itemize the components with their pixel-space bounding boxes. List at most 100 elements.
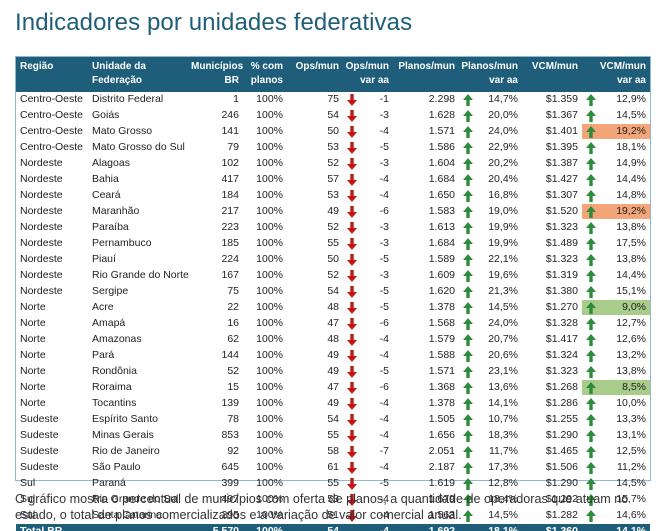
table-row[interactable]: Nordeste Paraíba 223 100% 52 -3 1.613 19,9% $1.3…	[16, 219, 650, 236]
table-row[interactable]: Norte Amazonas 62 100% 48 -4 1.579 20,7% $1.417 1…	[16, 331, 650, 348]
table-row[interactable]: Nordeste Sergipe 75 100% 54 -5 1.620 21,3% $1.38…	[16, 283, 650, 300]
col-header-uf[interactable]: Unidade da Federação	[92, 61, 146, 86]
vcm-cell: $1.417	[522, 331, 582, 348]
col-header-vcm-var[interactable]: VCM/mun var aa	[599, 61, 646, 86]
table-row[interactable]: Nordeste Bahia 417 100% 57 -4 1.684 20,4% $1.427…	[16, 171, 650, 188]
col-header-vcm[interactable]: VCM/mun	[531, 61, 578, 72]
table-row[interactable]: Nordeste Ceará 184 100% 53 -4 1.650 16,8% $1.307…	[16, 187, 650, 204]
regiao-cell: Norte	[16, 299, 88, 316]
total-planos: 1.692	[393, 523, 459, 531]
regiao-cell: Centro-Oeste	[16, 139, 88, 156]
uf-cell: Amapá	[88, 315, 191, 332]
vcm-cell: $1.520	[522, 203, 582, 220]
total-municipios: 5.570	[191, 523, 243, 531]
table-row[interactable]: Norte Tocantins 139 100% 49 -4 1.378 14,1% $1.28…	[16, 395, 650, 412]
planos-var-value: 22,9%	[488, 141, 518, 153]
table-row[interactable]: Nordeste Pernambuco 185 100% 55 -3 1.684 19,9% $…	[16, 235, 650, 252]
table-row[interactable]: Sul Santa Catarina 295 100% 51 -4 1.563 14,5% $1…	[16, 507, 650, 524]
planos-cell: 1.568	[393, 315, 459, 332]
uf-cell: Rio Grande do Norte	[88, 267, 191, 284]
vcm-cell: $1.387	[522, 155, 582, 172]
ops-var-value: -4	[379, 461, 389, 473]
vcm-cell: $1.506	[522, 459, 582, 476]
planos-cell: 1.650	[393, 187, 459, 204]
table-row[interactable]: Centro-Oeste Mato Grosso do Sul 79 100% 53 -5…	[16, 139, 650, 156]
ops-cell: 54	[287, 411, 343, 428]
ops-var-cell: -4	[343, 411, 393, 428]
table-row[interactable]: Nordeste Alagoas 102 100% 52 -3 1.604 20,2% $1.3…	[16, 155, 650, 172]
ops-cell: 55	[287, 475, 343, 492]
table-row[interactable]: Norte Roraima 15 100% 47 -6 1.368 13,6% $1.268 8,…	[16, 379, 650, 396]
vcm-var-value: 13,3%	[616, 413, 646, 425]
ops-var-cell: -5	[343, 139, 393, 156]
pct-cell: 100%	[243, 443, 287, 460]
vcm-cell: $1.380	[522, 283, 582, 300]
table-row[interactable]: Sudeste São Paulo 645 100% 61 -4 2.187 17,3% $1.…	[16, 459, 650, 476]
table-row[interactable]: Norte Amapá 16 100% 47 -6 1.568 24,0% $1.328 12,7…	[16, 315, 650, 332]
vcm-value: $1.307	[545, 189, 578, 201]
table-row[interactable]: Centro-Oeste Distrito Federal 1 100% 75 -1 2.2…	[16, 92, 650, 108]
col-header-municipios[interactable]: Municípios BR	[191, 61, 244, 86]
vcm-value: $1.292	[545, 493, 578, 505]
regiao-cell: Nordeste	[16, 235, 88, 252]
planos-value: 1.568	[428, 317, 455, 329]
col-header-ops[interactable]: Ops/mun	[295, 61, 339, 72]
col-header-regiao[interactable]: Região	[20, 61, 54, 72]
regiao-cell: Centro-Oeste	[16, 92, 88, 108]
planos-cell: 1.604	[393, 155, 459, 172]
ops-cell: 49	[287, 347, 343, 364]
ops-var-value: -4	[379, 189, 389, 201]
ops-value: 52	[327, 221, 339, 233]
col-header-planos-var[interactable]: Planos/mun var aa	[461, 61, 518, 86]
vcm-value: $1.427	[545, 173, 578, 185]
table-row[interactable]: Norte Pará 144 100% 49 -4 1.588 20,6% $1.324 13,2…	[16, 347, 650, 364]
col-header-pct[interactable]: % com planos	[250, 61, 283, 86]
uf-cell: Pará	[88, 347, 191, 364]
uf-cell: Goiás	[88, 107, 191, 124]
vcm-var-value: 12,6%	[616, 333, 646, 345]
ops-cell: 47	[287, 315, 343, 332]
ops-cell: 52	[287, 267, 343, 284]
table-row[interactable]: Nordeste Rio Grande do Norte 167 100% 52 -3 1.…	[16, 267, 650, 284]
total-planos-var: 18,1%	[459, 523, 522, 531]
table-row[interactable]: Nordeste Maranhão 217 100% 49 -6 1.583 19,0% $1.…	[16, 203, 650, 220]
table-row[interactable]: Norte Rondônia 52 100% 49 -5 1.571 23,1% $1.323 1…	[16, 363, 650, 380]
vcm-var-value: 14,5%	[616, 109, 646, 121]
table-row[interactable]: Sudeste Minas Gerais 853 100% 55 -4 1.656 18,3%…	[16, 427, 650, 444]
col-header-ops-var[interactable]: Ops/mun var aa	[345, 61, 389, 86]
planos-value: 1.579	[428, 333, 455, 345]
vcm-var-cell: 13,8%	[582, 219, 650, 236]
pct-cell: 100%	[243, 427, 287, 444]
table-row[interactable]: Sul Rio Grande do Sul 497 100% 53 -4 1.679 18,4…	[16, 491, 650, 508]
table-row[interactable]: Sudeste Espírito Santo 78 100% 54 -4 1.505 10,7…	[16, 411, 650, 428]
arrow-up-icon	[584, 413, 598, 427]
arrow-up-icon	[584, 317, 598, 331]
planos-var-value: 19,0%	[488, 205, 518, 217]
table-row[interactable]: Sul Paraná 399 100% 55 -5 1.619 12,8% $1.290 14,5…	[16, 475, 650, 492]
planos-var-value: 14,1%	[488, 397, 518, 409]
regiao-cell: Nordeste	[16, 219, 88, 236]
planos-var-value: 14,5%	[488, 509, 518, 521]
uf-cell: Alagoas	[88, 155, 191, 172]
planos-var-cell: 22,1%	[459, 251, 522, 268]
vcm-value: $1.367	[545, 109, 578, 121]
planos-var-value: 11,7%	[489, 445, 518, 457]
planos-var-value: 21,3%	[488, 285, 518, 297]
table-row[interactable]: Nordeste Piauí 224 100% 50 -5 1.589 22,1% $1.323…	[16, 251, 650, 268]
col-header-planos[interactable]: Planos/mun	[398, 61, 455, 72]
ops-cell: 49	[287, 395, 343, 412]
regiao-cell: Centro-Oeste	[16, 107, 88, 124]
vcm-cell: $1.319	[522, 267, 582, 284]
table-row[interactable]: Sudeste Rio de Janeiro 92 100% 58 -7 2.051 11,7…	[16, 443, 650, 460]
pct-cell: 100%	[243, 331, 287, 348]
pct-cell: 100%	[243, 507, 287, 524]
arrow-up-icon	[461, 237, 475, 251]
table-row[interactable]: Centro-Oeste Mato Grosso 141 100% 50 -4 1.571 2…	[16, 123, 650, 140]
arrow-up-icon	[461, 221, 475, 235]
vcm-cell: $1.270	[522, 299, 582, 316]
vcm-var-cell: 13,8%	[582, 251, 650, 268]
planos-var-cell: 14,1%	[459, 395, 522, 412]
planos-value: 1.609	[428, 269, 455, 281]
table-row[interactable]: Centro-Oeste Goiás 246 100% 54 -3 1.628 20,0% $1…	[16, 107, 650, 124]
table-row[interactable]: Norte Acre 22 100% 48 -5 1.378 14,5% $1.270 9,0%	[16, 299, 650, 316]
